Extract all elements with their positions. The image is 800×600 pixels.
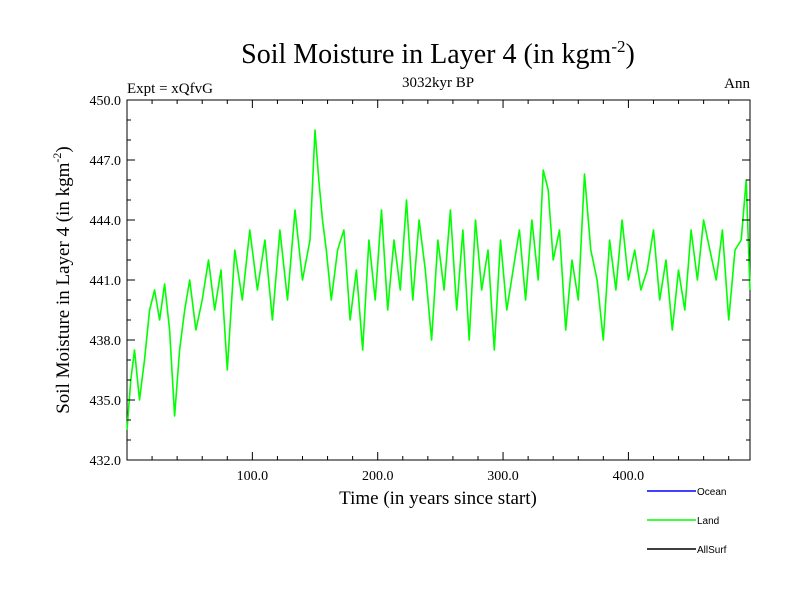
x-tick-label: 100.0	[237, 469, 269, 484]
experiment-label: Expt = xQfvG	[127, 81, 213, 97]
y-tick-label: 432.0	[90, 454, 122, 469]
chart-title: Soil Moisture in Layer 4 (in kgm-2)	[241, 37, 635, 70]
y-axis-label: Soil Moisture in Layer 4 (in kgm-2)	[50, 146, 74, 414]
x-tick-label: 400.0	[613, 469, 645, 484]
y-axis: 432.0 435.0 438.0 441.0 444.0 447.0 450.0	[90, 94, 750, 469]
legend: Ocean Land AllSurf	[647, 487, 727, 556]
legend-label-allsurf: AllSurf	[697, 545, 727, 556]
series-group	[126, 129, 751, 431]
series-line-land	[126, 129, 751, 431]
x-tick-label: 200.0	[362, 469, 394, 484]
x-axis: 100.0 200.0 300.0 400.0	[151, 100, 730, 484]
y-tick-label: 447.0	[90, 154, 122, 169]
y-tick-label: 441.0	[90, 274, 122, 289]
plot-frame	[126, 99, 751, 461]
legend-label-ocean: Ocean	[697, 487, 726, 498]
x-axis-label: Time (in years since start)	[339, 488, 537, 509]
chart-subtitle: 3032kyr BP	[402, 75, 474, 91]
y-tick-label: 438.0	[90, 334, 122, 349]
legend-label-land: Land	[697, 516, 719, 527]
x-tick-label: 300.0	[487, 469, 519, 484]
y-tick-label: 444.0	[90, 214, 122, 229]
y-tick-label: 435.0	[90, 394, 122, 409]
y-tick-label: 450.0	[90, 94, 122, 109]
season-label: Ann	[724, 76, 750, 92]
